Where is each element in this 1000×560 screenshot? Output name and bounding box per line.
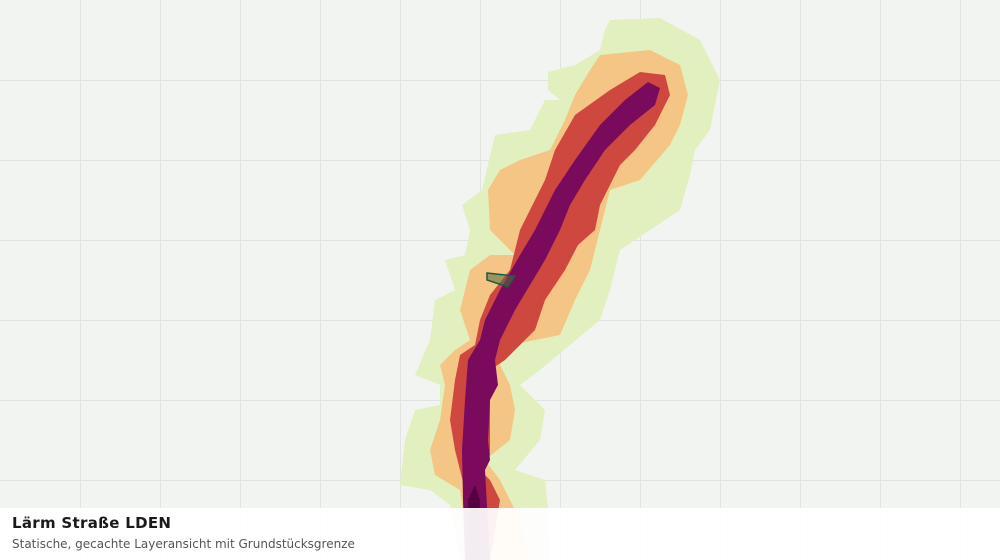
map-caption: Lärm Straße LDEN Statische, gecachte Lay… (0, 508, 1000, 560)
layer-subtitle: Statische, gecachte Layeransicht mit Gru… (12, 537, 355, 551)
noise-zone-medium (430, 50, 688, 560)
layer-title: Lärm Straße LDEN (12, 514, 172, 532)
parcel-boundary (486, 272, 517, 288)
